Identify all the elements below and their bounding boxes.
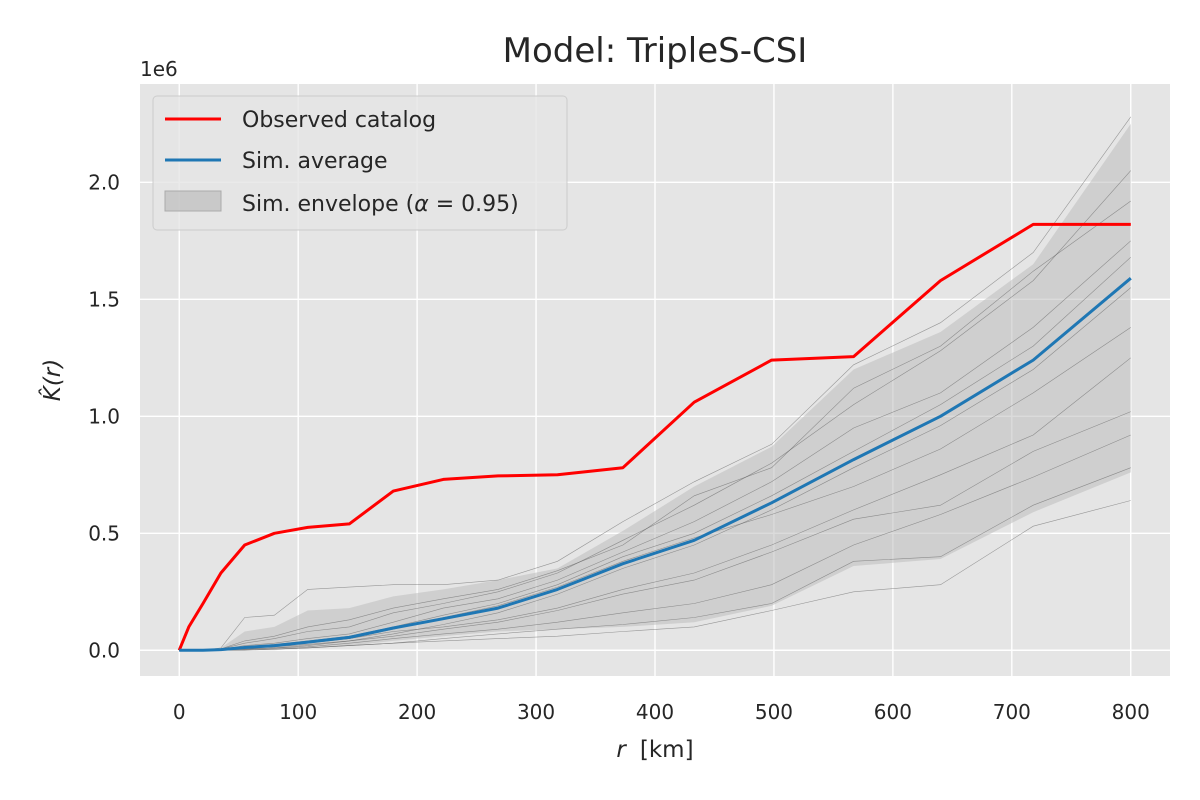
legend-swatch-envelope [164,190,222,212]
y-tick-label: 0.0 [88,638,120,662]
legend-label-envelope-prefix: Sim. envelope ( [242,192,414,217]
x-axis-unit: [km] [640,737,694,763]
y-tick-label: 2.0 [88,170,120,194]
x-axis-label: r [km] [616,737,693,763]
x-tick-label: 500 [755,700,793,724]
legend-label-average: Sim. average [242,149,388,174]
x-ticks: 0 100 200 300 400 500 600 700 800 [173,700,1150,724]
x-tick-label: 0 [173,700,186,724]
x-axis-variable: r [616,737,627,763]
legend-label-envelope: Sim. envelope (α = 0.95) [242,192,519,217]
chart-title: Model: TripleS-CSI [503,31,808,71]
sim-trace-2 [179,116,1132,651]
x-tick-label: 100 [279,700,317,724]
y-tick-label: 1.0 [88,404,120,428]
y-tick-label: 0.5 [88,521,120,545]
series-layer [177,222,1132,652]
x-tick-label: 200 [398,700,436,724]
sim-average-line [179,277,1132,652]
y-ticks: 0.0 0.5 1.0 1.5 2.0 [88,170,120,662]
y-axis-label: K̂(r) [39,359,66,402]
y-offset-label: 1e6 [140,57,178,81]
envelope-layer [179,123,1131,651]
x-tick-label: 800 [1112,700,1150,724]
observed-catalog-line [177,222,1131,651]
sim-envelope-band [179,123,1131,651]
legend: Observed catalog Sim. average Sim. envel… [152,95,568,231]
legend-frame [152,95,568,231]
x-tick-label: 700 [993,700,1031,724]
legend-label-envelope-suffix: = 0.95) [429,192,519,217]
x-tick-label: 300 [517,700,555,724]
x-tick-label: 600 [874,700,912,724]
y-tick-label: 1.5 [88,287,120,311]
legend-label-observed: Observed catalog [242,108,436,133]
x-tick-label: 400 [636,700,674,724]
legend-label-envelope-alpha: α [414,192,429,217]
